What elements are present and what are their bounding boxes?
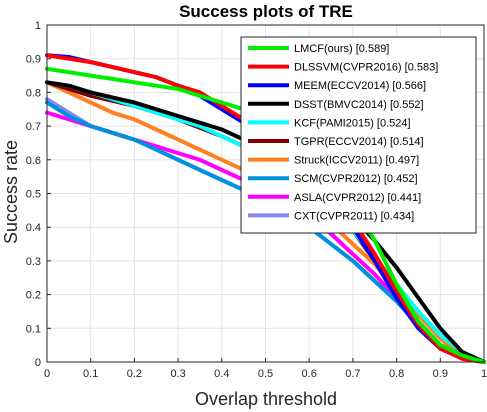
x-axis-label: Overlap threshold: [195, 389, 337, 409]
legend-entry: MEEM(ECCV2014) [0.566]: [294, 80, 426, 92]
legend-entry: CXT(CVPR2011) [0.434]: [294, 210, 414, 222]
x-tick-label: 0.1: [83, 368, 98, 380]
legend-entry: ASLA(CVPR2012) [0.441]: [294, 192, 421, 204]
legend-entry: DLSSVM(CVPR2016) [0.583]: [294, 62, 438, 74]
legend-entry: KCF(PAMI2015) [0.524]: [294, 117, 411, 129]
y-tick-label: 0.9: [26, 54, 41, 66]
y-tick-label: 0.2: [26, 290, 41, 302]
legend-box: [240, 36, 477, 234]
legend-entry: TGPR(ECCV2014) [0.514]: [294, 136, 424, 148]
x-tick-label: 0.8: [389, 368, 404, 380]
x-tick-label: 0.4: [214, 368, 229, 380]
legend-entry: DSST(BMVC2014) [0.552]: [294, 99, 424, 111]
x-tick-label: 0.2: [127, 368, 142, 380]
x-tick-label: 1: [481, 368, 487, 380]
y-tick-label: 0: [35, 357, 41, 369]
legend-entry: SCM(CVPR2012) [0.452]: [294, 173, 418, 185]
y-tick-label: 0.7: [26, 121, 41, 133]
y-tick-label: 1: [35, 20, 41, 32]
x-axis-ticks: 0 0.1 0.2 0.3 0.4 0.5 0.6 0.7 0.8 0.9 1: [44, 358, 487, 380]
legend-entry: Struck(ICCV2011) [0.497]: [294, 155, 419, 167]
y-tick-label: 0.5: [26, 189, 41, 201]
y-tick-label: 0.8: [26, 87, 41, 99]
x-tick-label: 0: [44, 368, 50, 380]
y-tick-label: 0.4: [26, 222, 41, 234]
y-tick-label: 0.3: [26, 256, 41, 268]
y-tick-label: 0.1: [26, 323, 41, 335]
y-axis-label: Success rate: [1, 140, 21, 244]
chart-title: Success plots of TRE: [179, 2, 353, 21]
x-tick-label: 0.7: [345, 368, 360, 380]
legend: LMCF(ours) [0.589] DLSSVM(CVPR2016) [0.58…: [240, 36, 477, 234]
x-tick-label: 0.9: [433, 368, 448, 380]
x-tick-label: 0.5: [258, 368, 273, 380]
y-axis-ticks: 0 0.1 0.2 0.3 0.4 0.5 0.6 0.7 0.8 0.9 1: [26, 20, 51, 369]
x-tick-label: 0.3: [170, 368, 185, 380]
y-tick-label: 0.6: [26, 155, 41, 167]
legend-entry: LMCF(ours) [0.589]: [294, 43, 389, 55]
x-tick-label: 0.6: [302, 368, 317, 380]
